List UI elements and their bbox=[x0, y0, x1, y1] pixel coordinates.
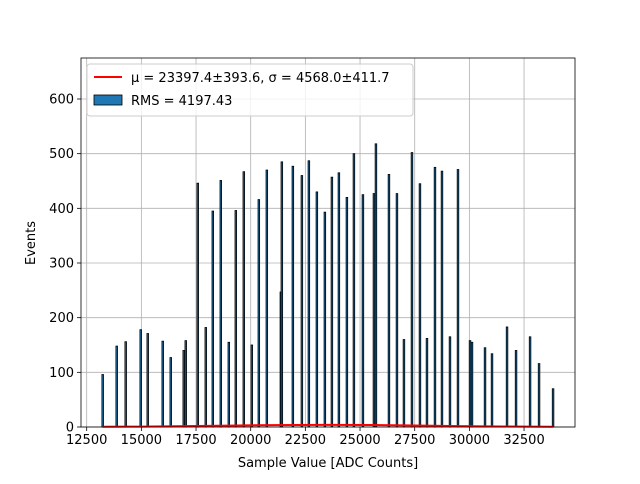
bar bbox=[169, 357, 172, 428]
y-tick-label: 200 bbox=[49, 311, 74, 326]
bar bbox=[265, 169, 269, 428]
bar bbox=[514, 350, 518, 428]
bar bbox=[418, 183, 422, 428]
y-tick-label: 300 bbox=[49, 257, 74, 272]
legend-label: RMS = 4197.43 bbox=[131, 94, 232, 109]
bar bbox=[315, 191, 319, 428]
bar bbox=[505, 326, 509, 428]
x-tick-label: 12500 bbox=[66, 433, 107, 448]
bar bbox=[124, 341, 127, 428]
y-tick-label: 400 bbox=[49, 202, 74, 217]
bar bbox=[280, 161, 284, 428]
bar bbox=[387, 174, 391, 428]
bar bbox=[300, 175, 304, 428]
bar bbox=[139, 329, 142, 428]
bar bbox=[433, 166, 437, 428]
bar bbox=[551, 388, 555, 428]
bar bbox=[456, 169, 460, 428]
legend-box bbox=[86, 63, 414, 117]
x-tick-label: 22500 bbox=[285, 433, 326, 448]
x-tick-label: 25000 bbox=[339, 433, 380, 448]
plot-frame bbox=[80, 57, 576, 428]
bar bbox=[468, 340, 472, 428]
bar bbox=[182, 350, 185, 428]
bar bbox=[307, 160, 311, 428]
bar bbox=[372, 193, 376, 428]
bar bbox=[470, 341, 474, 428]
bar bbox=[374, 143, 378, 428]
x-tick-label: 17500 bbox=[175, 433, 216, 448]
y-tick-label: 100 bbox=[49, 366, 74, 381]
legend-label: μ = 23397.4±393.6, σ = 4568.0±411.7 bbox=[131, 71, 390, 86]
bar bbox=[323, 211, 327, 428]
bar bbox=[227, 341, 231, 428]
bar bbox=[257, 199, 261, 428]
bar bbox=[337, 172, 341, 428]
bar bbox=[146, 333, 149, 428]
bar bbox=[242, 171, 246, 428]
bar bbox=[410, 152, 414, 428]
bar bbox=[196, 182, 199, 428]
x-tick-label: 27500 bbox=[394, 433, 435, 448]
bar bbox=[425, 338, 429, 428]
bar bbox=[345, 196, 349, 428]
bar bbox=[115, 345, 118, 428]
bar bbox=[352, 153, 356, 428]
bar bbox=[537, 363, 541, 428]
x-tick-label: 15000 bbox=[121, 433, 162, 448]
bar bbox=[330, 176, 334, 428]
bar bbox=[101, 374, 104, 428]
x-axis-label: Sample Value [ADC Counts] bbox=[238, 456, 418, 471]
x-tick-label: 32500 bbox=[503, 433, 544, 448]
bar bbox=[219, 180, 223, 428]
bar bbox=[528, 336, 532, 428]
bar bbox=[395, 193, 399, 428]
bar bbox=[161, 340, 164, 428]
bar bbox=[211, 210, 214, 428]
bar bbox=[234, 210, 238, 428]
y-tick-label: 0 bbox=[66, 421, 74, 436]
bar bbox=[490, 353, 494, 428]
bar bbox=[250, 344, 254, 428]
bar bbox=[184, 340, 187, 428]
bar bbox=[402, 339, 406, 428]
bar bbox=[440, 170, 444, 428]
x-tick-label: 30000 bbox=[449, 433, 490, 448]
fit-line bbox=[102, 423, 554, 428]
y-tick-label: 600 bbox=[49, 93, 74, 108]
bar bbox=[204, 327, 207, 428]
legend-patch bbox=[93, 94, 123, 106]
y-axis-label: Events bbox=[24, 221, 39, 265]
bar bbox=[448, 336, 452, 428]
bar bbox=[291, 165, 295, 428]
bar bbox=[361, 194, 365, 428]
x-tick-label: 20000 bbox=[230, 433, 271, 448]
y-tick-label: 500 bbox=[49, 147, 74, 162]
bar bbox=[483, 347, 487, 428]
